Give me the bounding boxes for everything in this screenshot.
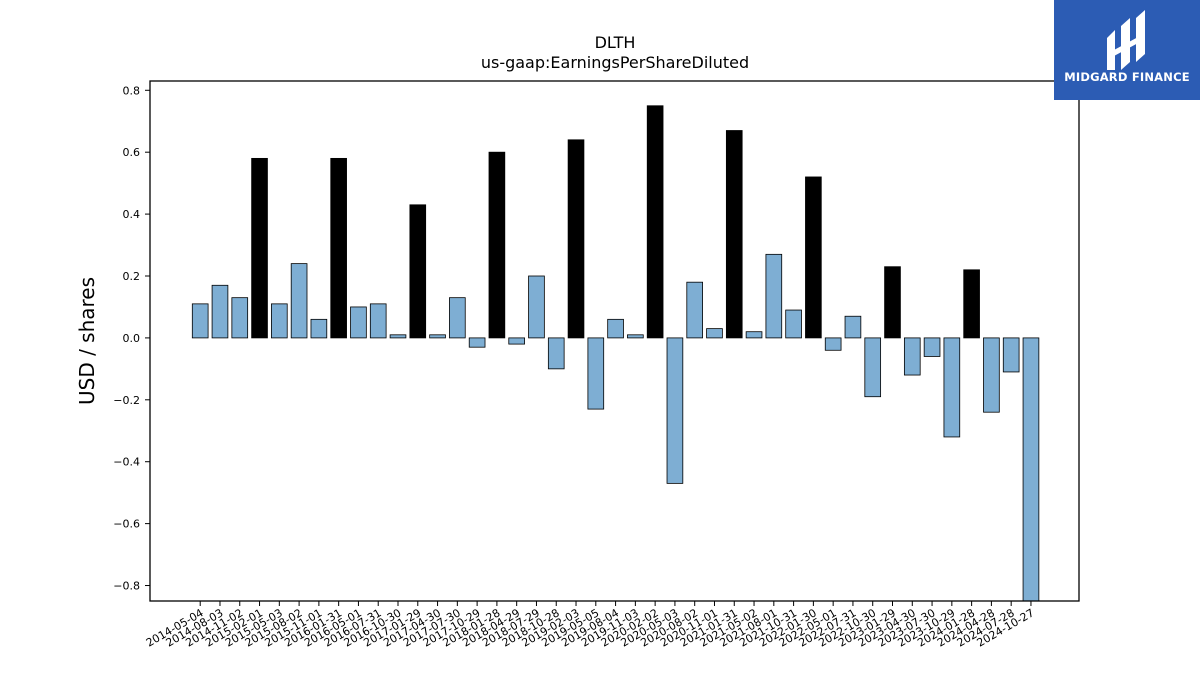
bar-2014-08-03: [211, 284, 229, 339]
bar-2017-01-29: [409, 204, 427, 339]
midgard-finance-logo: MIDGARD FINANCE: [1054, 0, 1200, 100]
y-tick-label: −0.2: [113, 394, 140, 407]
bar-2020-11-01: [706, 328, 723, 339]
bar-2018-10-28: [547, 337, 565, 370]
bar-2021-05-02: [745, 331, 763, 339]
bar-2016-10-30: [389, 334, 407, 339]
x-axis: 2014-05-042014-08-032014-11-022015-02-01…: [144, 601, 1036, 650]
bar-2019-05-05: [587, 337, 605, 410]
y-tick-label: −0.6: [113, 518, 140, 531]
bar-2021-01-31: [725, 130, 743, 339]
bar-2019-08-04: [607, 318, 624, 339]
y-tick-label: 0.8: [123, 84, 141, 97]
chart-subtitle: us-gaap:EarningsPerShareDiluted: [481, 53, 749, 72]
bar-2016-07-31: [369, 303, 387, 339]
y-axis: 0.8 0.6 0.4 0.2 0.0 −0.2 −0.4 −0.6 −0.8: [113, 84, 150, 593]
bar-2015-02-01: [251, 157, 268, 339]
bar-2014-05-04: [191, 303, 209, 339]
bar-2022-05-01: [824, 337, 842, 351]
bar-2023-07-30: [923, 337, 941, 357]
bar-2016-05-01: [350, 306, 367, 339]
bar-2018-07-29: [528, 275, 545, 339]
bar-2023-04-30: [903, 337, 921, 376]
y-tick-label: −0.4: [113, 456, 140, 469]
bar-2024-04-28: [983, 337, 1000, 413]
bar-2014-11-02: [231, 297, 249, 339]
midgard-logo-mark-icon: [1107, 10, 1145, 70]
plot-frame: [149, 80, 1080, 602]
bar-2016-01-31: [330, 157, 347, 339]
bars-group: [191, 105, 1040, 602]
bar-2015-05-03: [271, 303, 288, 339]
y-tick-label: 0.6: [123, 146, 141, 159]
bar-2020-02-02: [646, 105, 664, 339]
bar-2018-04-29: [508, 337, 525, 345]
bar-2022-10-30: [864, 337, 882, 398]
chart-title: DLTH: [595, 33, 636, 52]
bar-2021-08-01: [765, 253, 783, 339]
logo-text: MIDGARD FINANCE: [1064, 70, 1190, 84]
bar-2020-08-02: [686, 281, 703, 339]
bar-2023-01-29: [884, 266, 901, 339]
bar-2024-01-28: [963, 269, 980, 339]
bar-2018-01-28: [488, 151, 506, 339]
bar-2020-05-03: [666, 337, 684, 484]
bar-2017-04-30: [429, 334, 446, 339]
y-tick-label: 0.4: [123, 208, 141, 221]
bar-2019-02-03: [567, 139, 585, 339]
y-tick-label: 0.0: [123, 332, 141, 345]
bar-2024-10-27: [1022, 337, 1040, 602]
bar-2023-10-29: [943, 337, 961, 438]
y-tick-label: 0.2: [123, 270, 141, 283]
bar-2015-11-01: [310, 318, 328, 339]
bar-2022-01-30: [805, 176, 822, 339]
bar-2021-10-31: [785, 309, 802, 339]
bar-2017-10-29: [468, 337, 486, 348]
bar-2017-07-30: [449, 297, 466, 339]
y-axis-label: USD / shares: [75, 277, 99, 405]
bar-2022-07-31: [844, 315, 862, 339]
bar-2019-11-03: [627, 334, 644, 339]
y-tick-label: −0.8: [113, 580, 140, 593]
bar-2015-08-02: [290, 263, 308, 339]
bar-2024-07-28: [1002, 337, 1020, 373]
